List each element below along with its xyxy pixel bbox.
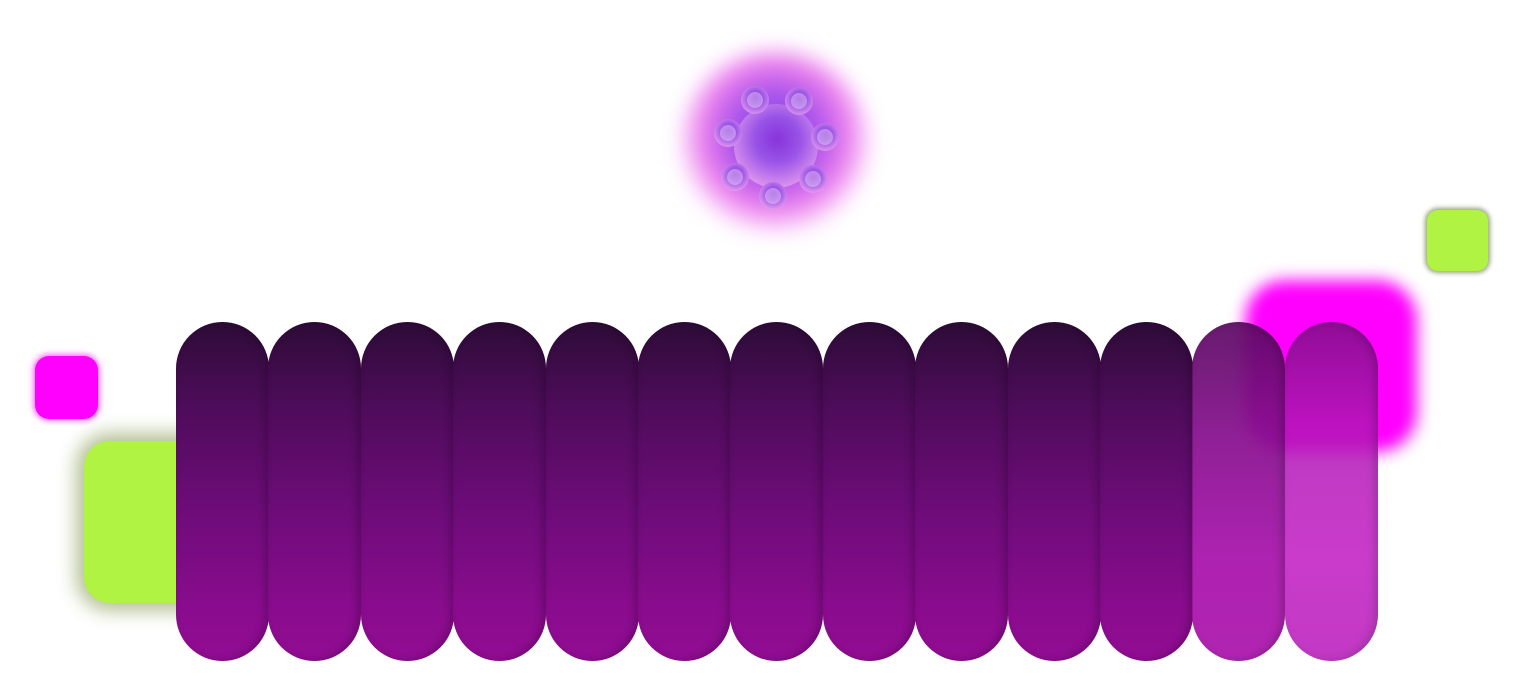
lime-square-small [1427, 210, 1488, 271]
flower-icon [714, 86, 839, 210]
pill-13 [1284, 322, 1378, 661]
pill-4 [453, 322, 547, 661]
pill-2 [268, 322, 362, 661]
pill-6 [638, 322, 731, 661]
pill-1 [176, 322, 269, 661]
pill-9 [915, 322, 1009, 661]
pill-12 [1192, 322, 1286, 661]
pill-8 [822, 322, 916, 661]
pill-11 [1100, 322, 1193, 661]
magenta-square-small [35, 356, 98, 419]
pill-10 [1007, 322, 1101, 661]
pill-3 [360, 322, 454, 661]
pill-row [176, 322, 1378, 661]
pill-5 [545, 322, 639, 661]
pill-7 [730, 322, 824, 661]
